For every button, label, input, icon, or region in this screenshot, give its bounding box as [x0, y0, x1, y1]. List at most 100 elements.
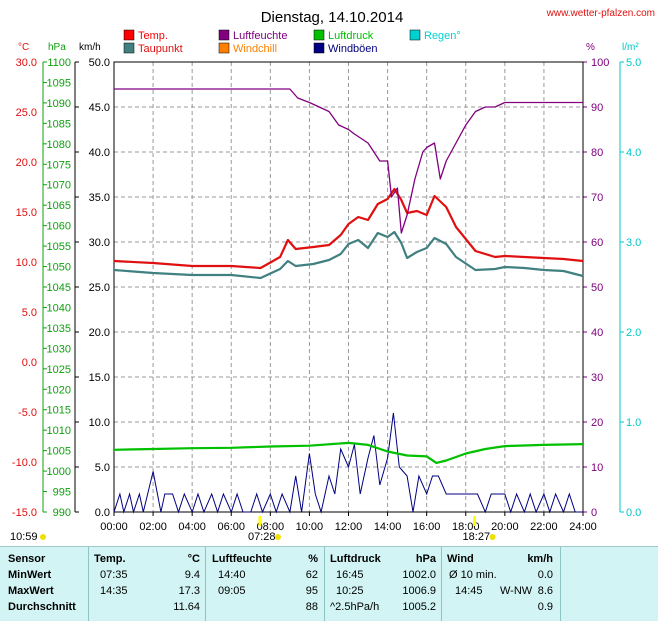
- header-temp-unit: °C: [187, 553, 200, 565]
- row-min-label: MinWert: [8, 569, 52, 581]
- pressure-tick-label: 1065: [47, 200, 71, 212]
- temp-tick-label: 25.0: [16, 107, 37, 119]
- pressure-tick-label: 1085: [47, 118, 71, 130]
- humidity-tick-label: 80: [591, 147, 603, 159]
- x-axis: 00:00 02:00 04:00 06:00 08:00 10:00 12:00 14:00…: [100, 512, 597, 533]
- chart-title: Dienstag, 14.10.2014: [261, 9, 404, 26]
- pressure-unit-label: hPa: [48, 42, 66, 53]
- series-layer: [113, 88, 584, 514]
- legend-swatch: [409, 29, 421, 41]
- rain-unit-label: l/m²: [622, 42, 639, 53]
- x-tick-label: 20:00: [491, 521, 519, 533]
- x-tick-label: 00:00: [100, 521, 128, 533]
- row-max-wind-dir: W-NW: [500, 585, 533, 597]
- wind-tick-label: 10.0: [89, 417, 110, 429]
- header-humidity: Luftfeuchte: [212, 553, 272, 565]
- wind-tick-label: 35.0: [89, 192, 110, 204]
- humidity-tick-label: 90: [591, 102, 603, 114]
- humidity-unit-label: %: [586, 42, 595, 53]
- pressure-tick-label: 1020: [47, 384, 71, 396]
- pressure-tick-label: 1075: [47, 159, 71, 171]
- temp-tick-label: -15.0: [12, 507, 37, 519]
- temp-tick-label: 10.0: [16, 257, 37, 269]
- header-sensor: Sensor: [8, 553, 46, 565]
- row-max-wind-time: 14:45: [455, 585, 483, 597]
- pressure-tick-label: 1010: [47, 425, 71, 437]
- pressure-tick-label: 1090: [47, 98, 71, 110]
- rain-tick-label: 1.0: [626, 417, 641, 429]
- legend-label: Windböen: [328, 43, 378, 55]
- x-tick-label: 22:00: [530, 521, 558, 533]
- row-min-hum-time: 14:40: [218, 569, 246, 581]
- x-tick-label: 24:00: [569, 521, 597, 533]
- row-avg-temp-val: 11.64: [173, 601, 200, 613]
- pressure-tick-label: 1040: [47, 302, 71, 314]
- pressure-tick-label: 1035: [47, 323, 71, 335]
- grid: [114, 62, 583, 512]
- pressure-tick-label: 1050: [47, 262, 71, 274]
- sun-icon: [274, 534, 281, 540]
- header-pressure-unit: hPa: [415, 553, 436, 565]
- wind-tick-label: 50.0: [89, 57, 110, 69]
- site-link[interactable]: www.wetter-pfalzen.com: [546, 8, 655, 19]
- wind-tick-label: 20.0: [89, 327, 110, 339]
- row-min-temp-val: 9.4: [184, 569, 200, 581]
- legend-swatch: [313, 42, 325, 54]
- humidity-tick-label: 10: [591, 462, 603, 474]
- pressure-tick-label: 1095: [47, 77, 71, 89]
- rain-tick-label: 2.0: [626, 327, 641, 339]
- wind-tick-label: 5.0: [95, 462, 110, 474]
- pressure-tick-label: 995: [53, 487, 71, 499]
- legend-swatch: [313, 29, 325, 41]
- legend-swatch: [218, 42, 230, 54]
- x-tick-label: 14:00: [374, 521, 402, 533]
- axes: 30.0 25.0 20.0 15.0 10.0 5.0 0.0 -5.0 -10.0 -15.0…: [12, 57, 641, 519]
- wind-tick-label: 15.0: [89, 372, 110, 384]
- row-max-temp-time: 14:35: [100, 585, 128, 597]
- legend-swatch: [218, 29, 230, 41]
- legend: Temp. Luftfeuchte Luftdruck Regen° Taupunkt W…: [123, 29, 461, 55]
- time-marker-label: 07:28: [248, 531, 276, 543]
- row-avg-press-val: 1005.2: [402, 601, 436, 613]
- series-taupunkt: [113, 230, 584, 280]
- legend-label: Taupunkt: [138, 43, 183, 55]
- pressure-tick-label: 1060: [47, 221, 71, 233]
- rain-tick-label: 0.0: [626, 507, 641, 519]
- wind-tick-label: 25.0: [89, 282, 110, 294]
- x-tick-label: 06:00: [217, 521, 245, 533]
- wind-tick-label: 45.0: [89, 102, 110, 114]
- pressure-tick-label: 1025: [47, 364, 71, 376]
- pressure-tick-label: 1015: [47, 405, 71, 417]
- row-avg-label: Durchschnitt: [8, 601, 76, 613]
- wind-tick-label: 0.0: [95, 507, 110, 519]
- time-marker-label: 18:27: [463, 531, 491, 543]
- x-tick-label: 16:00: [413, 521, 441, 533]
- time-marker-label: 10:59: [10, 531, 38, 543]
- summary-table: Sensor Temp. °C Luftfeuchte % Luftdruck …: [0, 546, 658, 621]
- legend-label: Luftdruck: [328, 30, 374, 42]
- pressure-tick-label: 1070: [47, 180, 71, 192]
- legend-label: Luftfeuchte: [233, 30, 287, 42]
- header-wind-unit: km/h: [527, 553, 553, 565]
- pressure-tick-label: 1080: [47, 139, 71, 151]
- row-min-press-time: 16:45: [336, 569, 364, 581]
- temp-tick-label: -10.0: [12, 457, 37, 469]
- header-pressure: Luftdruck: [330, 553, 381, 565]
- temp-tick-label: 5.0: [22, 307, 37, 319]
- x-tick-label: 12:00: [335, 521, 363, 533]
- x-tick-label: 02:00: [139, 521, 167, 533]
- pressure-tick-label: 1100: [47, 57, 71, 69]
- temp-unit-label: °C: [18, 42, 29, 53]
- header-humidity-unit: %: [308, 553, 318, 565]
- legend-swatch: [123, 42, 135, 54]
- time-markers: 10:59 07:28 18:27: [10, 516, 496, 543]
- humidity-tick-label: 60: [591, 237, 603, 249]
- row-max-press-val: 1006.9: [402, 585, 436, 597]
- rain-tick-label: 3.0: [626, 237, 641, 249]
- row-max-label: MaxWert: [8, 585, 54, 597]
- temp-tick-label: 30.0: [16, 57, 37, 69]
- pressure-tick-label: 1000: [47, 466, 71, 478]
- series-windboeen: [113, 412, 583, 514]
- row-min-wind-time: Ø 10 min.: [449, 569, 497, 581]
- series-luftfeuchte: [114, 88, 583, 234]
